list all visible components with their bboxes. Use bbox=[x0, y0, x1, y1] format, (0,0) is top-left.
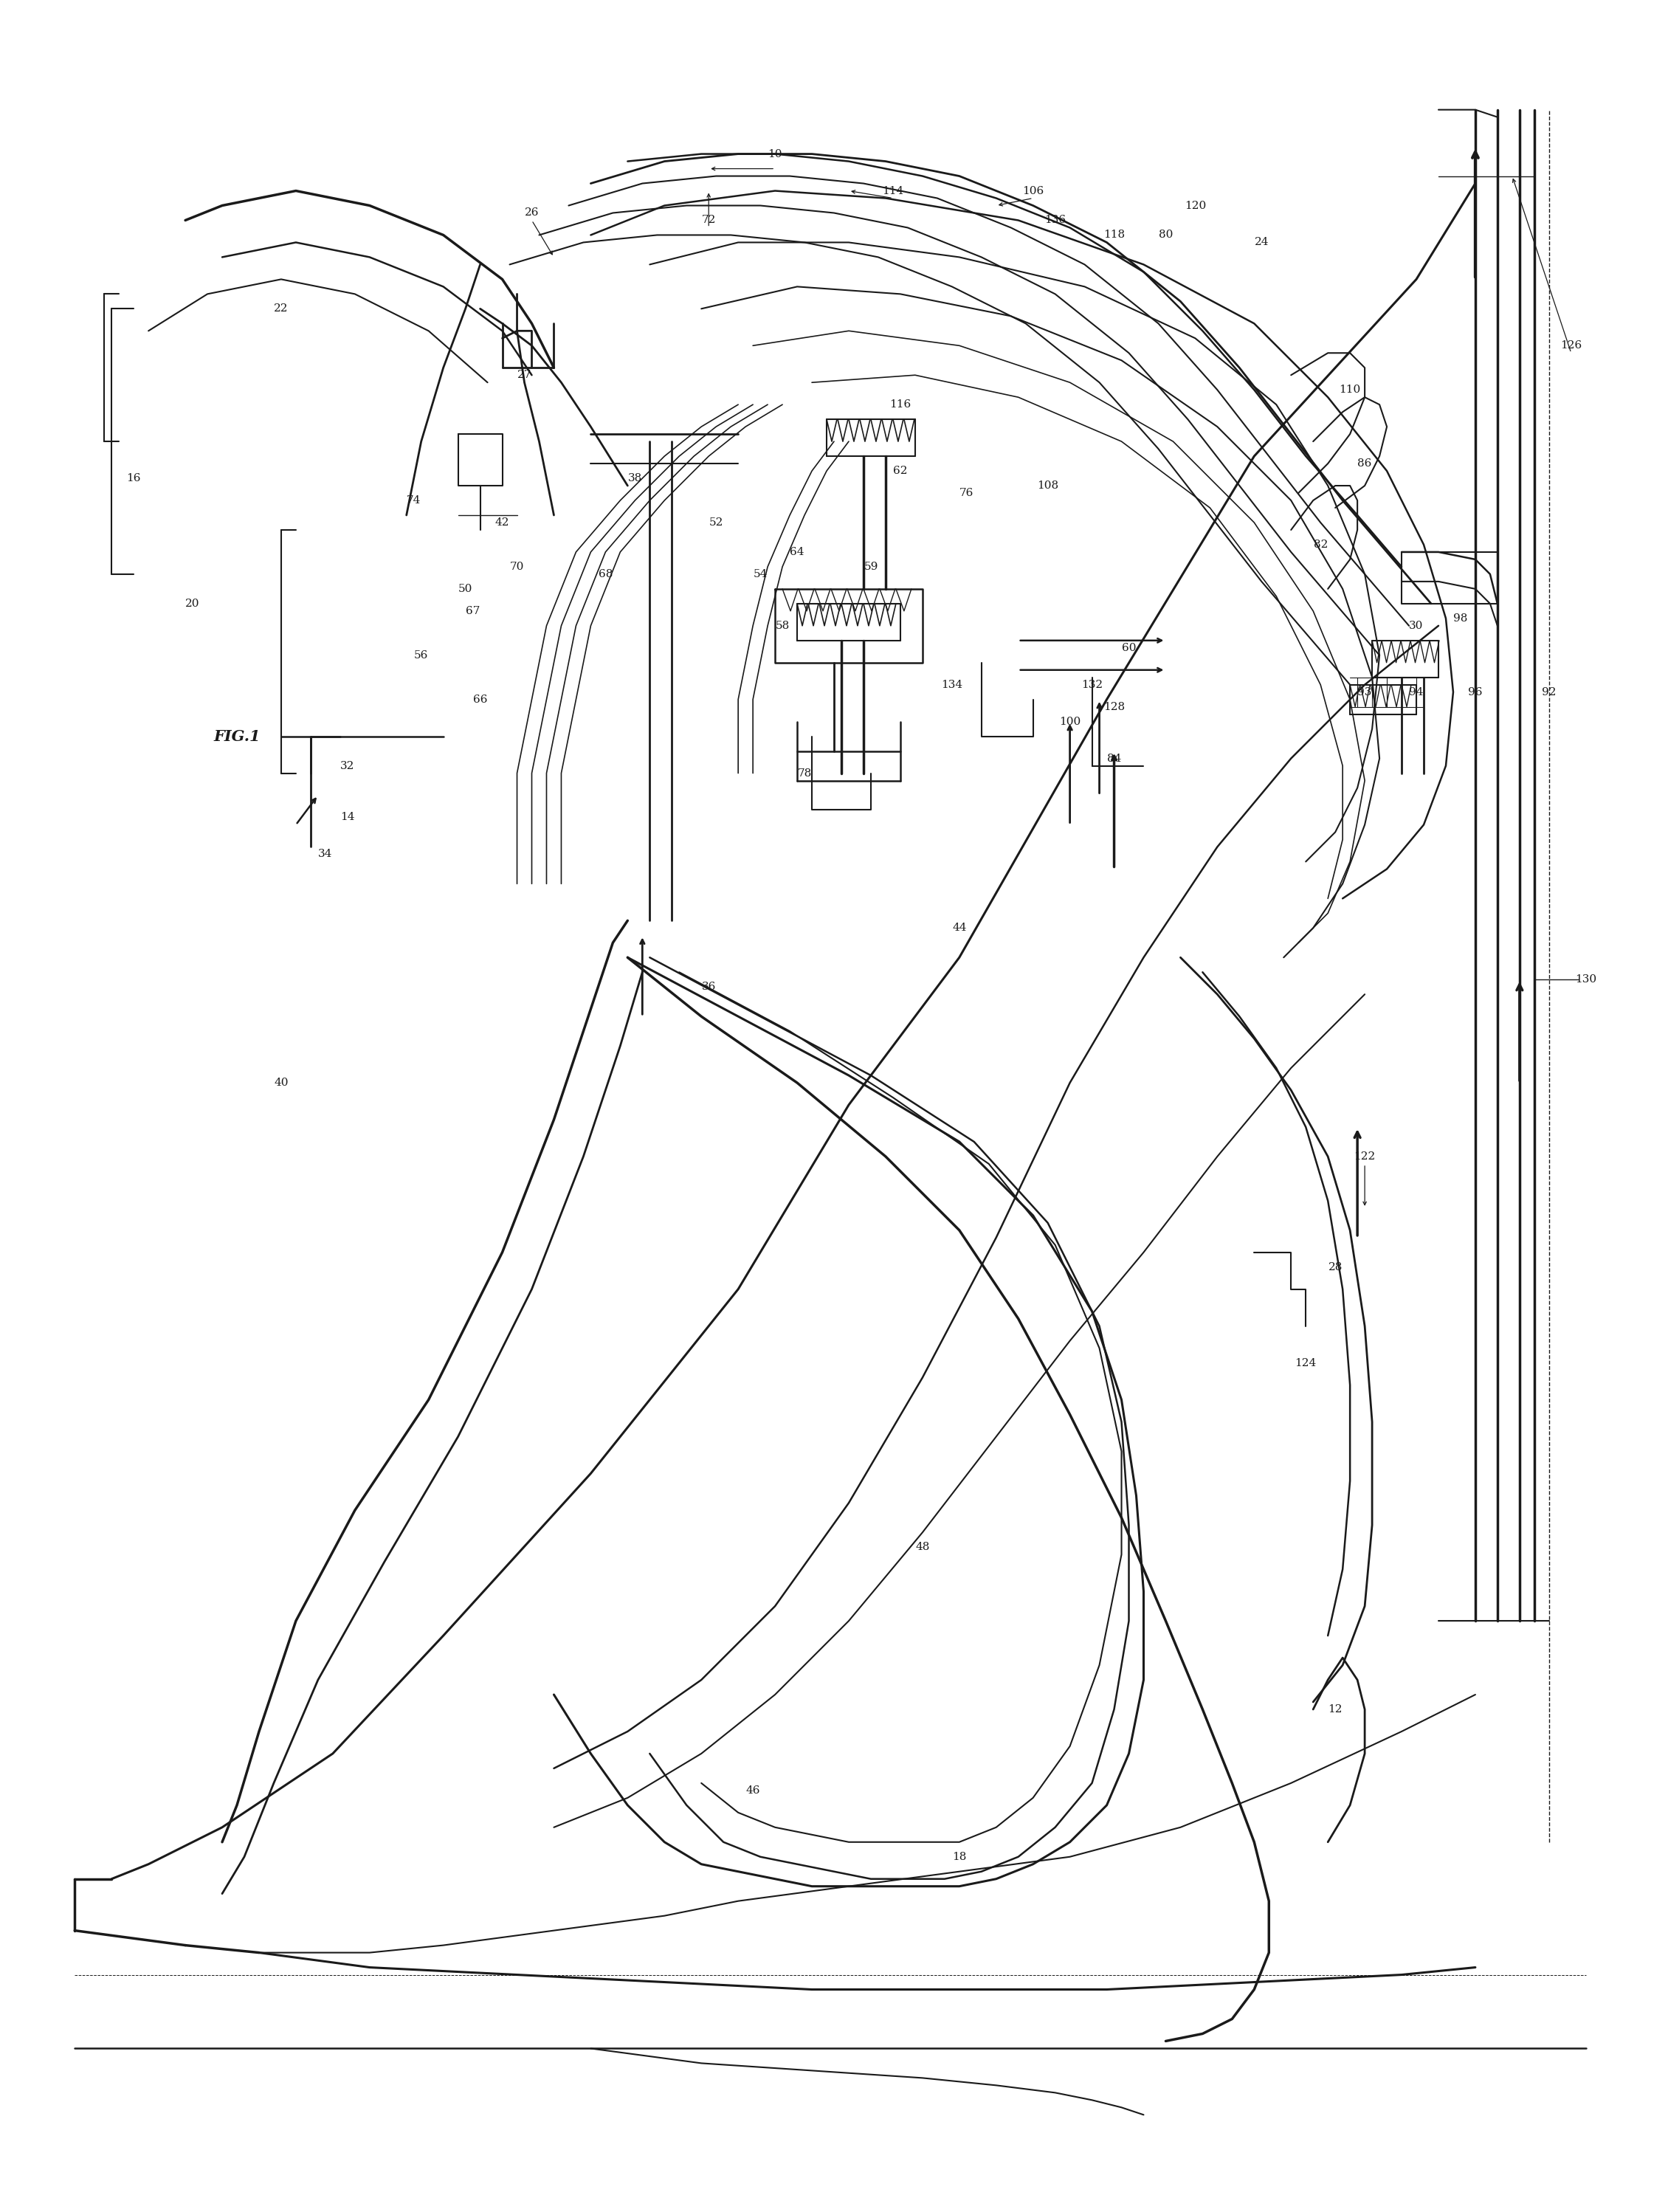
Text: 92: 92 bbox=[1541, 688, 1556, 697]
Text: 130: 130 bbox=[1575, 975, 1596, 984]
Text: 98: 98 bbox=[1453, 613, 1468, 624]
Text: 100: 100 bbox=[1059, 717, 1081, 728]
Text: 34: 34 bbox=[319, 849, 332, 860]
Text: 122: 122 bbox=[1354, 1150, 1376, 1161]
Text: 42: 42 bbox=[495, 518, 509, 529]
Text: 46: 46 bbox=[746, 1785, 761, 1796]
Text: 30: 30 bbox=[1409, 622, 1423, 630]
Text: 48: 48 bbox=[916, 1542, 929, 1553]
Text: 50: 50 bbox=[459, 584, 472, 595]
Text: 58: 58 bbox=[776, 622, 789, 630]
Text: 59: 59 bbox=[864, 562, 877, 573]
Text: 62: 62 bbox=[892, 467, 907, 476]
Text: 93: 93 bbox=[1358, 688, 1371, 697]
Text: 78: 78 bbox=[797, 768, 812, 779]
Text: 82: 82 bbox=[1313, 540, 1328, 551]
Text: 132: 132 bbox=[1081, 679, 1103, 690]
Text: 28: 28 bbox=[1328, 1261, 1343, 1272]
Text: 128: 128 bbox=[1103, 701, 1124, 712]
Text: 14: 14 bbox=[340, 812, 355, 823]
Text: 106: 106 bbox=[1022, 186, 1044, 197]
Text: 94: 94 bbox=[1409, 688, 1423, 697]
Text: 96: 96 bbox=[1468, 688, 1483, 697]
Text: 76: 76 bbox=[959, 489, 974, 498]
Text: 44: 44 bbox=[952, 922, 966, 933]
Text: 126: 126 bbox=[1560, 341, 1581, 352]
Text: 54: 54 bbox=[754, 568, 767, 580]
Text: 86: 86 bbox=[1358, 458, 1371, 469]
Text: 16: 16 bbox=[127, 473, 140, 484]
Text: 84: 84 bbox=[1108, 754, 1121, 763]
Text: 60: 60 bbox=[1121, 644, 1136, 653]
Text: 64: 64 bbox=[791, 546, 804, 557]
Text: 38: 38 bbox=[627, 473, 642, 484]
Text: 118: 118 bbox=[1103, 230, 1124, 241]
Text: 22: 22 bbox=[274, 303, 289, 314]
Text: 124: 124 bbox=[1294, 1358, 1316, 1367]
Text: 52: 52 bbox=[709, 518, 724, 529]
Text: 10: 10 bbox=[767, 148, 782, 159]
Text: 72: 72 bbox=[702, 215, 716, 226]
Text: 116: 116 bbox=[889, 400, 911, 409]
Text: 110: 110 bbox=[1339, 385, 1361, 396]
Text: 26: 26 bbox=[524, 208, 539, 219]
Text: 56: 56 bbox=[414, 650, 429, 661]
Text: 108: 108 bbox=[1037, 480, 1059, 491]
Text: 27: 27 bbox=[517, 369, 532, 380]
Text: 136: 136 bbox=[1044, 215, 1066, 226]
Text: FIG.1: FIG.1 bbox=[214, 730, 260, 743]
Text: 68: 68 bbox=[599, 568, 612, 580]
Text: 66: 66 bbox=[474, 695, 487, 706]
Text: 32: 32 bbox=[340, 761, 355, 772]
Text: 80: 80 bbox=[1159, 230, 1173, 241]
Text: 67: 67 bbox=[465, 606, 480, 617]
Text: 24: 24 bbox=[1254, 237, 1269, 248]
Text: 120: 120 bbox=[1184, 201, 1206, 210]
Text: 74: 74 bbox=[407, 495, 420, 507]
Text: 114: 114 bbox=[882, 186, 904, 197]
Text: 70: 70 bbox=[510, 562, 524, 573]
Text: 134: 134 bbox=[941, 679, 962, 690]
Text: 40: 40 bbox=[274, 1077, 289, 1088]
Text: 18: 18 bbox=[952, 1851, 966, 1863]
Text: 12: 12 bbox=[1328, 1703, 1343, 1714]
Text: 36: 36 bbox=[702, 982, 716, 993]
Text: 20: 20 bbox=[185, 599, 200, 608]
